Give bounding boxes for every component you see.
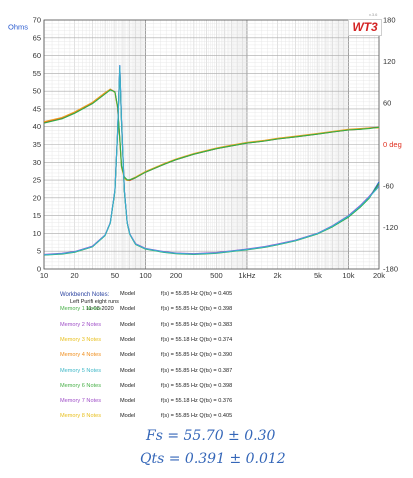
y-tick-label: 0 [37,265,41,274]
measurement-row: Memory 3 Notes Model f(s) = 55.18 Hz Q(ts)… [60,337,380,346]
y-tick-label: 45 [33,104,41,113]
memory-notes-label: Memory 8 Notes [60,413,102,420]
y-tick-label: 60 [33,51,41,60]
y-tick-label: 35 [33,140,41,149]
measurement-row: Memory 7 Notes Model f(s) = 55.18 Hz Q(ts)… [60,398,380,407]
handwritten-fs-note: Fs = 55.70 ± 0.30 [146,428,276,444]
workbench-notes-title: Workbench Notes: [60,292,110,298]
y-tick-label: 50 [33,87,41,96]
model-label: Model [120,367,136,374]
handwritten-qts-note: Qts = 0.391 ± 0.012 [140,451,286,467]
workbench-notes-date: 11-08-2020 [86,306,114,312]
memory-notes-label: Memory 1 Notes [60,306,102,313]
memory-notes-label: Memory 4 Notes [60,352,102,359]
y-tick-label: 15 [33,211,41,220]
y2-tick-label: 60 [383,99,391,108]
phase-series-line [43,88,379,182]
fs-qts-result: f(s) = 55.85 Hz Q(ts) = 0.383 [161,321,233,328]
y-tick-label: 70 [33,16,41,25]
y-tick-label: 5 [37,247,41,256]
memory-notes-label: Memory 5 Notes [60,367,102,374]
impedance-chart: 0 5 10 15 20 25 30 35 40 45 50 55 60 65 70 Ohms 180 120 60… [8,16,402,281]
fs-qts-result: f(s) = 55.85 Hz Q(ts) = 0.398 [161,382,233,389]
logo-version-tag: v.3.6 [369,12,378,17]
wt3-logo: WT3 [348,19,382,36]
x-tick-label: 2k [274,271,282,280]
memory-notes-label: Memory 6 Notes [60,382,102,389]
fs-qts-result: f(s) = 55.18 Hz Q(ts) = 0.374 [161,336,233,343]
y2-tick-label: -180 [383,265,398,274]
y2-tick-label: -60 [383,182,394,191]
measurement-row: Memory 5 Notes Model f(s) = 55.85 Hz Q(ts)… [60,368,380,377]
model-label: Model [120,306,136,313]
measurement-row: Memory 4 Notes Model f(s) = 55.85 Hz Q(ts)… [60,352,380,361]
fs-qts-result: f(s) = 55.85 Hz Q(ts) = 0.387 [161,367,233,374]
model-label: Model [120,398,136,405]
measurement-row: Memory 8 Notes Model f(s) = 55.85 Hz Q(ts)… [60,413,380,422]
model-label: Model [120,413,136,420]
x-tick-label: 200 [170,271,183,280]
y-tick-label: 30 [33,158,41,167]
memory-notes-label: Memory 7 Notes [60,398,102,405]
x-tick-label: 100 [139,271,152,280]
x-tick-label: 20 [70,271,78,280]
y-tick-label: 25 [33,176,41,185]
fs-qts-result: f(s) = 55.85 Hz Q(ts) = 0.398 [161,306,233,313]
measurement-row: Model f(s) = 55.85 Hz Q(ts) = 0.405 [60,291,380,300]
model-label: Model [120,321,136,328]
model-label: Model [120,291,136,297]
y-tick-label: 40 [33,122,41,131]
x-tick-label: 20k [373,271,385,280]
x-tick-label: 10 [40,271,48,280]
x-tick-label: 5k [314,271,322,280]
y-tick-label: 20 [33,193,41,202]
phase-series-line [43,89,380,181]
x-tick-label: 1kHz [238,271,255,280]
y-tick-label: 65 [33,33,41,42]
y2-tick-label: 120 [383,57,396,66]
y2-tick-label: -120 [383,223,398,232]
x-tick-label: 10k [342,271,354,280]
fs-qts-result: f(s) = 55.85 Hz Q(ts) = 0.390 [161,352,233,359]
memory-notes-label: Memory 2 Notes [60,321,102,328]
y2-zero-label: 0 deg [383,140,402,149]
fs-qts-result: f(s) = 55.85 Hz Q(ts) = 0.405 [161,291,233,297]
y-axis-unit-label: Ohms [8,23,28,32]
x-tick-label: 50 [111,271,119,280]
impedance-series-line [43,65,380,256]
measurement-row: Memory 6 Notes Model f(s) = 55.85 Hz Q(ts)… [60,383,380,392]
x-tick-label: 500 [210,271,223,280]
measurement-row: Memory 2 Notes Model f(s) = 55.85 Hz Q(ts)… [60,322,380,331]
workbench-notes-line1: Left Purifi eight runs [70,299,119,305]
model-label: Model [120,382,136,389]
y2-tick-label: 180 [383,16,396,25]
model-label: Model [120,352,136,359]
plot-frame [43,19,380,270]
model-label: Model [120,336,136,343]
fs-qts-result: f(s) = 55.18 Hz Q(ts) = 0.376 [161,398,233,405]
y-tick-label: 10 [33,229,41,238]
measurement-row: Memory 1 Notes Model f(s) = 55.85 Hz Q(ts)… [60,306,380,315]
y-tick-label: 55 [33,69,41,78]
fs-qts-result: f(s) = 55.85 Hz Q(ts) = 0.405 [161,413,233,420]
memory-notes-label: Memory 3 Notes [60,336,102,343]
